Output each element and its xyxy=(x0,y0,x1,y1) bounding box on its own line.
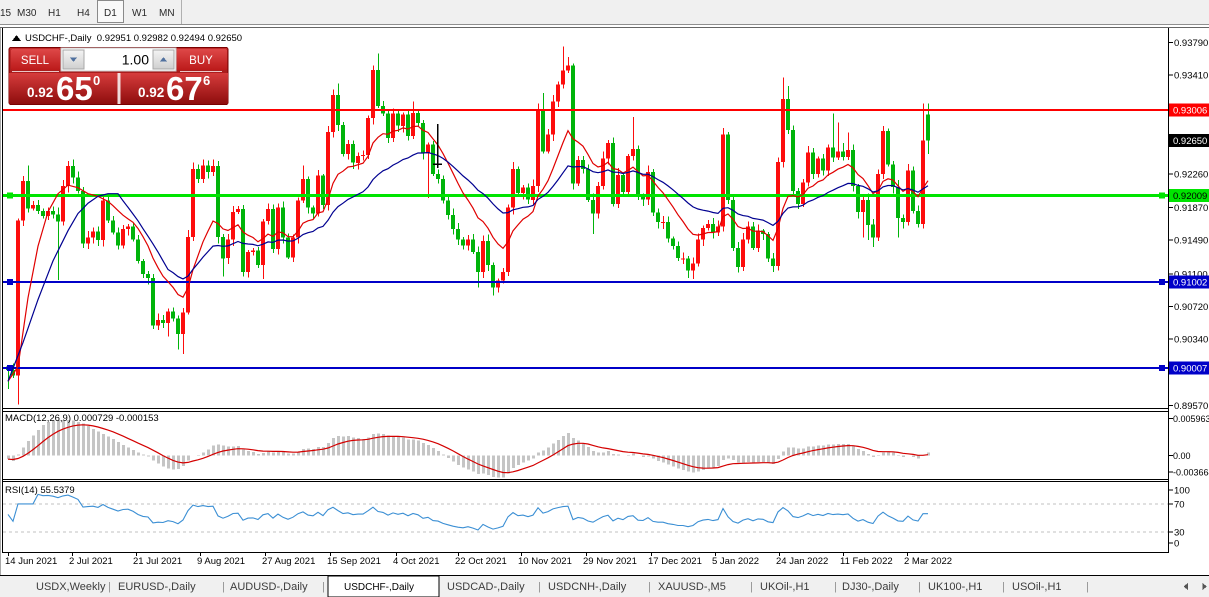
svg-text:EURUSD-,Daily: EURUSD-,Daily xyxy=(118,581,196,593)
svg-text:65: 65 xyxy=(56,70,93,107)
svg-text:22 Oct 2021: 22 Oct 2021 xyxy=(455,556,507,567)
svg-text:|: | xyxy=(108,581,111,593)
svg-text:0.91002: 0.91002 xyxy=(1173,278,1207,289)
svg-text:0.93790: 0.93790 xyxy=(1174,38,1208,49)
svg-text:H4: H4 xyxy=(77,8,90,19)
svg-text:27 Aug 2021: 27 Aug 2021 xyxy=(262,556,315,567)
svg-text:H1: H1 xyxy=(48,8,61,19)
svg-text:|: | xyxy=(322,581,325,593)
svg-text:|: | xyxy=(834,581,837,593)
svg-text:0.93410: 0.93410 xyxy=(1174,71,1208,82)
svg-text:0.89570: 0.89570 xyxy=(1174,401,1208,412)
svg-text:5 Jan 2022: 5 Jan 2022 xyxy=(712,556,759,567)
svg-text:70: 70 xyxy=(1174,500,1185,511)
svg-text:0.91870: 0.91870 xyxy=(1174,203,1208,214)
svg-text:USDCHF-,Daily 0.92951 0.92982: USDCHF-,Daily 0.92951 0.92982 0.92494 0.… xyxy=(25,33,242,44)
svg-text:0.92260: 0.92260 xyxy=(1174,169,1208,180)
svg-text:|: | xyxy=(750,581,753,593)
svg-text:67: 67 xyxy=(166,70,203,107)
svg-text:15: 15 xyxy=(0,8,12,19)
svg-text:W1: W1 xyxy=(132,8,147,19)
svg-text:100: 100 xyxy=(1174,486,1190,497)
svg-text:USDX,Weekly: USDX,Weekly xyxy=(36,581,106,593)
svg-text:14 Jun 2021: 14 Jun 2021 xyxy=(5,556,57,567)
svg-text:0.92: 0.92 xyxy=(27,85,53,100)
svg-text:|: | xyxy=(222,581,225,593)
svg-text:MACD(12,26,9) 0.000729 -0.0001: MACD(12,26,9) 0.000729 -0.000153 xyxy=(5,413,159,424)
svg-text:0.90007: 0.90007 xyxy=(1173,363,1207,374)
svg-text:29 Nov 2021: 29 Nov 2021 xyxy=(583,556,637,567)
svg-text:4 Oct 2021: 4 Oct 2021 xyxy=(393,556,439,567)
svg-text:|: | xyxy=(648,581,651,593)
svg-text:2 Mar 2022: 2 Mar 2022 xyxy=(904,556,952,567)
svg-text:UKOil-,H1: UKOil-,H1 xyxy=(760,581,810,593)
svg-text:0.93006: 0.93006 xyxy=(1173,105,1207,116)
svg-text:24 Jan 2022: 24 Jan 2022 xyxy=(776,556,828,567)
svg-text:USOil-,H1: USOil-,H1 xyxy=(1012,581,1062,593)
svg-text:|: | xyxy=(918,581,921,593)
svg-text:0: 0 xyxy=(93,73,100,88)
svg-text:0.00: 0.00 xyxy=(1173,451,1191,461)
svg-text:RSI(14) 55.5379: RSI(14) 55.5379 xyxy=(5,485,75,496)
svg-text:M30: M30 xyxy=(17,8,37,19)
svg-text:15 Sep 2021: 15 Sep 2021 xyxy=(327,556,381,567)
svg-text:9 Aug 2021: 9 Aug 2021 xyxy=(197,556,245,567)
svg-text:0.90720: 0.90720 xyxy=(1174,302,1208,313)
svg-text:30: 30 xyxy=(1174,528,1185,539)
svg-text:1.00: 1.00 xyxy=(122,52,149,68)
svg-text:21 Jul 2021: 21 Jul 2021 xyxy=(133,556,182,567)
svg-text:MN: MN xyxy=(159,8,175,19)
svg-text:DJ30-,Daily: DJ30-,Daily xyxy=(842,581,899,593)
svg-text:0.91490: 0.91490 xyxy=(1174,236,1208,247)
svg-text:XAUUSD-,M5: XAUUSD-,M5 xyxy=(658,581,726,593)
svg-text:10 Nov 2021: 10 Nov 2021 xyxy=(518,556,572,567)
svg-text:UK100-,H1: UK100-,H1 xyxy=(928,581,982,593)
svg-text:SELL: SELL xyxy=(21,55,50,67)
svg-text:0.90340: 0.90340 xyxy=(1174,335,1208,346)
svg-text:BUY: BUY xyxy=(189,55,213,67)
svg-text:D1: D1 xyxy=(104,8,117,19)
svg-text:USDCHF-,Daily: USDCHF-,Daily xyxy=(344,582,414,593)
svg-text:USDCAD-,Daily: USDCAD-,Daily xyxy=(447,581,525,593)
svg-text:17 Dec 2021: 17 Dec 2021 xyxy=(648,556,702,567)
svg-text:-0.003664: -0.003664 xyxy=(1173,467,1209,477)
svg-text:USDCNH-,Daily: USDCNH-,Daily xyxy=(548,581,627,593)
svg-text:0.92009: 0.92009 xyxy=(1173,191,1207,202)
svg-text:2 Jul 2021: 2 Jul 2021 xyxy=(69,556,113,567)
svg-text:0.91100: 0.91100 xyxy=(1174,269,1208,280)
svg-text:AUDUSD-,Daily: AUDUSD-,Daily xyxy=(230,581,308,593)
svg-text:0: 0 xyxy=(1174,539,1179,550)
svg-text:6: 6 xyxy=(203,73,210,88)
svg-text:0.92: 0.92 xyxy=(138,85,164,100)
svg-text:|: | xyxy=(1002,581,1005,593)
svg-text:0.005963: 0.005963 xyxy=(1173,414,1209,424)
svg-text:|: | xyxy=(1086,581,1089,593)
svg-text:|: | xyxy=(538,581,541,593)
svg-text:0.92650: 0.92650 xyxy=(1173,136,1207,147)
svg-text:11 Feb 2022: 11 Feb 2022 xyxy=(840,556,893,567)
